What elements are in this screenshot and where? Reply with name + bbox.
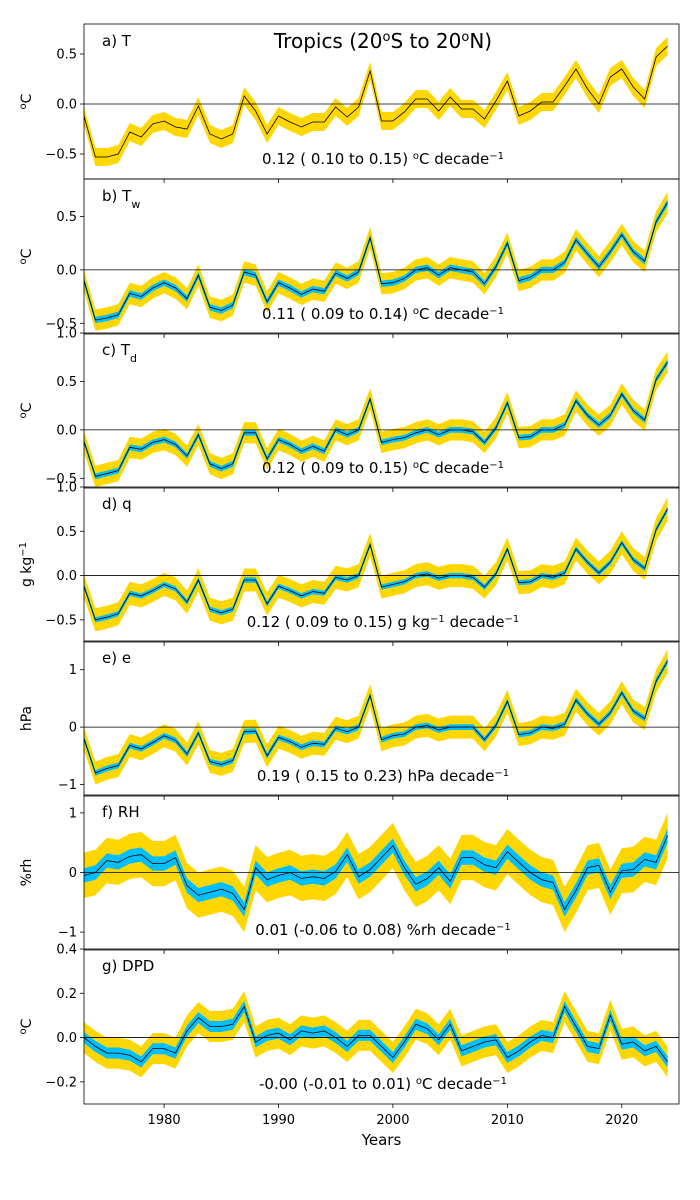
panel-a-outer-uncertainty-band: [84, 37, 668, 166]
panel-g-trend-annotation: -0.00 (-0.01 to 0.01) oC decade−1: [259, 1075, 507, 1093]
panel-b-ylabel: oC: [18, 248, 36, 264]
panel-d: −0.5 0.0 0.5 1.0 g kg−1 d) q 0.12 ( 0.09 to 0.…: [18, 481, 680, 646]
panel-d-plot-area: [84, 497, 679, 632]
panel-d-trend-annotation: 0.12 ( 0.09 to 0.15) g kg−1 decade−1: [247, 613, 520, 631]
panel-e-series-line: [84, 660, 668, 774]
panel-e: −1 0 1 hPa e) e 0.19 ( 0.15 to 0.23) hPa deca…: [19, 640, 680, 800]
xtick-label: 2010: [491, 1113, 524, 1128]
panel-g-label: g) DPD: [102, 957, 154, 975]
panel-b-label: b) Tw: [102, 187, 140, 211]
panel-a: −0.5 0.0 0.5 oC a) T 0.12 ( 0.10 to 0.15) oC …: [18, 23, 680, 183]
panel-b-frame: [83, 178, 680, 335]
panel-b-plot-area: [84, 191, 679, 331]
panel-g-ytick-label: −0.2: [45, 1075, 77, 1090]
panel-d-ylabel: g kg−1: [18, 542, 36, 587]
panel-g-series-line: [84, 1005, 668, 1063]
panel-b-ytick-label: −0.5: [45, 317, 77, 332]
panel-g-ytick-label: 0.4: [56, 943, 77, 958]
panel-c-label: c) Td: [102, 341, 137, 365]
panel-b-ytick-label: 0.0: [56, 263, 77, 278]
panel-a-ytick-label: −0.5: [45, 148, 77, 163]
panel-f-ytick-label: 1: [69, 806, 77, 821]
xtick-label: 2020: [605, 1113, 638, 1128]
panel-b-ytick-label: 0.5: [56, 210, 77, 225]
panel-f-ytick-label: 0: [69, 866, 77, 881]
panel-c-ytick-label: 0.5: [56, 375, 77, 390]
panel-b-series-line: [84, 202, 668, 321]
panel-e-trend-annotation: 0.19 ( 0.15 to 0.23) hPa decade−1: [257, 767, 509, 785]
panel-c: −0.5 0.0 0.5 1.0 oC c) Td 0.12 ( 0.09 to 0.15)…: [18, 327, 680, 492]
panel-a-trend-annotation: 0.12 ( 0.10 to 0.15) oC decade−1: [262, 150, 504, 168]
panel-g-frame: [83, 948, 680, 1105]
panel-d-ytick-label: −0.5: [45, 613, 77, 628]
xtick-label: 1980: [148, 1113, 181, 1128]
panel-e-ytick-label: 0: [69, 721, 77, 736]
panel-d-label: d) q: [102, 495, 132, 513]
panel-c-frame: [83, 332, 680, 489]
panel-e-ylabel: hPa: [19, 706, 35, 731]
panel-g: −0.2 0.0 0.2 0.4 oC g) DPD -0.00 (-0.01 to 0.0…: [18, 943, 680, 1108]
panel-g-outer-uncertainty-band: [84, 991, 668, 1078]
figure-title: Tropics (20oS to 20oN): [273, 29, 492, 53]
panel-g-inner-uncertainty-band: [84, 1001, 668, 1068]
x-axis-label: Years: [361, 1131, 402, 1149]
xtick-label: 1990: [262, 1113, 295, 1128]
panel-c-ytick-label: −0.5: [45, 472, 77, 487]
panel-c-trend-annotation: 0.12 ( 0.09 to 0.15) oC decade−1: [262, 459, 504, 477]
panel-f-series-line: [84, 835, 668, 911]
panel-a-series-line: [84, 45, 668, 158]
panel-c-ylabel: oC: [18, 402, 36, 418]
panel-f-plot-area: [84, 812, 679, 933]
panel-f-trend-annotation: 0.01 (-0.06 to 0.08) %rh decade−1: [255, 921, 511, 939]
panel-f: −1 0 1 %rh f) RH 0.01 (-0.06 to 0.08) %rh dec…: [19, 794, 680, 954]
panel-b-trend-annotation: 0.11 ( 0.09 to 0.14) oC decade−1: [262, 305, 504, 323]
panel-g-ytick-label: 0.0: [56, 1031, 77, 1046]
panel-e-label: e) e: [102, 649, 131, 667]
panel-c-plot-area: [84, 351, 679, 487]
panel-d-series-line: [84, 508, 668, 621]
panel-d-ytick-label: 0.5: [56, 525, 77, 540]
panel-g-ylabel: oC: [18, 1018, 36, 1034]
panel-a-label: a) T: [102, 32, 132, 50]
panel-c-series-line: [84, 361, 668, 477]
panel-a-plot-area: [84, 37, 679, 166]
panel-d-frame: [83, 486, 680, 643]
panel-a-ytick-label: 0.5: [56, 48, 77, 63]
panel-a-ylabel: oC: [18, 93, 36, 109]
panel-f-inner-uncertainty-band: [84, 828, 668, 917]
panel-e-frame: [83, 640, 680, 797]
panel-f-label: f) RH: [102, 803, 140, 821]
xtick-label: 2000: [376, 1113, 409, 1128]
panel-c-ytick-label: 0.0: [56, 423, 77, 438]
panel-f-ytick-label: −1: [58, 926, 77, 941]
panel-b: −0.5 0.0 0.5 oC b) Tw 0.11 ( 0.09 to 0.14) oC…: [18, 178, 680, 338]
panel-f-ylabel: %rh: [19, 859, 35, 887]
panel-e-ytick-label: 1: [69, 663, 77, 678]
panel-c-ytick-label: 1.0: [56, 327, 77, 342]
panel-a-ytick-label: 0.0: [56, 98, 77, 113]
panel-g-plot-area: [84, 991, 679, 1078]
panel-d-ytick-label: 1.0: [56, 481, 77, 496]
panel-g-ytick-label: 0.2: [56, 987, 77, 1002]
panel-e-plot-area: [84, 649, 679, 785]
panel-e-ytick-label: −1: [58, 778, 77, 793]
panel-d-ytick-label: 0.0: [56, 569, 77, 584]
